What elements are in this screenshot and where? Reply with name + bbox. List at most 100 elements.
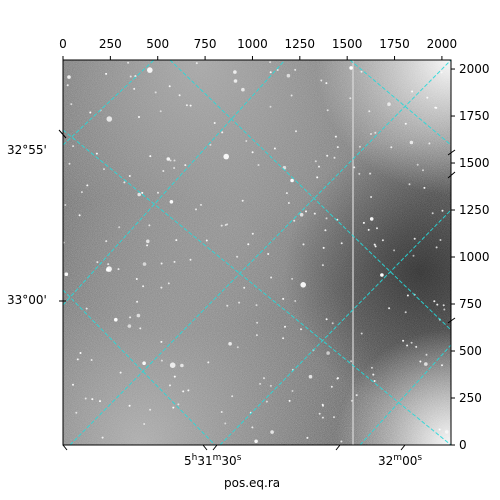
star <box>195 62 198 65</box>
star <box>189 258 192 261</box>
star <box>387 102 391 106</box>
star <box>291 390 294 392</box>
star <box>299 212 304 217</box>
star <box>373 243 376 246</box>
star <box>84 397 87 400</box>
star <box>114 317 118 322</box>
star <box>434 106 437 109</box>
star <box>380 273 384 277</box>
star <box>326 109 329 112</box>
star <box>251 232 254 235</box>
star <box>444 430 449 434</box>
star <box>117 268 120 271</box>
grid-line <box>63 129 451 445</box>
star <box>213 122 216 124</box>
star <box>285 192 288 195</box>
star <box>326 154 329 157</box>
star <box>107 263 110 266</box>
star <box>78 214 81 217</box>
right-tick-label: 1250 <box>459 203 490 217</box>
star <box>376 227 378 230</box>
star <box>149 155 152 158</box>
grid-line <box>349 60 451 146</box>
star <box>241 199 244 202</box>
star <box>173 159 176 162</box>
star <box>322 404 324 407</box>
star <box>388 307 391 310</box>
top-tick-label: 0 <box>59 37 67 51</box>
star <box>127 61 130 64</box>
star <box>167 282 170 285</box>
star <box>209 143 212 146</box>
star <box>286 73 291 78</box>
star <box>373 380 376 382</box>
star <box>336 146 339 149</box>
star <box>426 96 429 99</box>
star <box>141 191 144 194</box>
plot-frame <box>62 59 452 446</box>
star <box>169 362 176 369</box>
star <box>349 66 353 70</box>
star <box>135 278 138 280</box>
grid-line <box>169 60 451 331</box>
star <box>175 239 178 242</box>
star <box>390 146 393 149</box>
star <box>410 341 413 344</box>
star <box>168 85 171 88</box>
star <box>189 104 192 107</box>
star <box>133 87 136 90</box>
star <box>160 359 163 362</box>
star <box>255 304 258 307</box>
star <box>172 406 175 409</box>
star <box>72 383 74 386</box>
star <box>360 70 363 73</box>
star <box>142 262 147 266</box>
star <box>415 345 418 348</box>
star <box>149 408 152 411</box>
star <box>233 70 237 74</box>
sky-image <box>63 60 451 445</box>
star <box>205 239 208 242</box>
star <box>224 422 227 425</box>
star <box>326 351 330 355</box>
grid-line <box>63 60 155 146</box>
star <box>325 318 328 321</box>
star <box>146 244 149 247</box>
star <box>257 164 260 166</box>
star <box>322 246 325 249</box>
star <box>353 166 356 169</box>
star <box>325 217 328 220</box>
star <box>123 181 126 184</box>
star <box>160 286 163 289</box>
star <box>331 322 334 325</box>
right-tick-label: 1000 <box>459 250 490 264</box>
star <box>243 286 246 289</box>
top-tick-label: 1000 <box>237 37 268 51</box>
star <box>422 169 424 172</box>
right-tick-label: 0 <box>459 438 467 452</box>
star <box>138 116 140 118</box>
star <box>406 344 409 347</box>
star <box>247 243 250 246</box>
star <box>302 243 305 246</box>
star <box>118 226 121 229</box>
grid-line <box>63 289 216 445</box>
star <box>99 400 101 403</box>
star <box>270 430 274 434</box>
star <box>241 87 245 92</box>
star <box>368 110 371 113</box>
star <box>166 157 171 161</box>
star <box>402 339 405 342</box>
star <box>290 94 293 97</box>
grid-line <box>359 344 451 445</box>
star <box>255 334 258 337</box>
star <box>408 183 411 186</box>
star <box>129 75 132 78</box>
star <box>160 340 163 343</box>
star <box>223 153 229 160</box>
x-axis-title: pos.eq.ra <box>224 476 280 490</box>
star <box>336 377 339 380</box>
star <box>64 272 69 277</box>
star <box>251 151 254 154</box>
star <box>333 156 336 159</box>
